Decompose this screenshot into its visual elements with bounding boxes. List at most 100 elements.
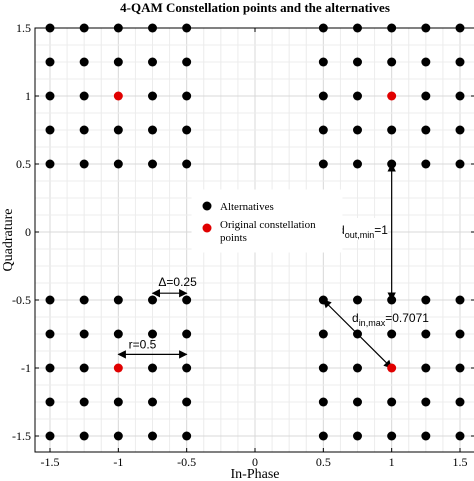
alternative-point — [353, 91, 362, 101]
data-points — [45, 23, 465, 441]
x-tick-label: -0.5 — [177, 455, 196, 469]
alternative-point — [387, 159, 397, 169]
d-out-min-label-bg — [334, 218, 388, 240]
original-constellation-point — [387, 91, 397, 101]
alternative-point — [353, 431, 362, 441]
alternative-point — [79, 23, 89, 33]
alternative-point — [387, 431, 397, 441]
alternative-point — [455, 295, 465, 305]
axis-ticks: -1.5 -1 -0.5 0 0.5 1 1.5 -1.5 -1 -0.5 0 0.5 1 1.5 — [12, 21, 474, 469]
alternative-point — [455, 91, 465, 101]
alternative-point — [113, 397, 123, 407]
alternative-point — [113, 125, 123, 135]
alternative-point — [455, 431, 465, 441]
alternative-point — [387, 23, 397, 33]
alternative-point — [421, 329, 431, 339]
alternative-point — [182, 91, 192, 101]
original-constellation-point — [113, 363, 123, 373]
alternative-point — [318, 23, 328, 33]
legend-marker-alternatives — [202, 201, 212, 211]
alternative-point — [45, 295, 55, 305]
alternative-point — [318, 431, 328, 441]
y-tick-label: 0.5 — [16, 157, 31, 171]
alternative-point — [182, 397, 192, 407]
alternative-point — [113, 295, 123, 305]
delta-label: Δ=0.25 — [158, 275, 197, 289]
alternative-point — [148, 125, 157, 135]
alternative-point — [455, 125, 465, 135]
alternative-point — [148, 295, 157, 305]
alternative-point — [353, 23, 362, 33]
alternative-point — [79, 159, 89, 169]
y-tick-label: -0.5 — [12, 293, 31, 307]
original-constellation-point — [113, 91, 123, 101]
alternative-point — [148, 23, 157, 33]
alternative-point — [318, 363, 328, 373]
alternative-point — [45, 329, 55, 339]
alternative-point — [455, 397, 465, 407]
alternative-point — [455, 159, 465, 169]
alternative-point — [455, 329, 465, 339]
alternative-point — [79, 295, 89, 305]
alternative-point — [421, 57, 431, 67]
alternative-point — [182, 23, 192, 33]
alternative-point — [45, 363, 55, 373]
alternative-point — [148, 159, 157, 169]
x-tick-label: 1.5 — [453, 455, 468, 469]
alternative-point — [421, 159, 431, 169]
legend-label-original: Original constellation points — [220, 219, 316, 244]
alternative-point — [182, 57, 192, 67]
alternative-point — [148, 431, 157, 441]
alternative-point — [113, 329, 123, 339]
alternative-point — [387, 125, 397, 135]
alternative-point — [79, 329, 89, 339]
y-tick-label: 1.5 — [16, 21, 31, 35]
alternative-point — [45, 91, 55, 101]
x-tick-label: 1 — [389, 455, 395, 469]
alternative-point — [113, 431, 123, 441]
alternative-point — [148, 57, 157, 67]
x-axis-label: In-Phase — [231, 467, 280, 481]
alternative-point — [318, 91, 328, 101]
alternative-point — [113, 57, 123, 67]
alternative-point — [387, 295, 397, 305]
alternative-point — [79, 57, 89, 67]
alternative-point — [45, 159, 55, 169]
alternative-point — [148, 91, 157, 101]
alternative-point — [455, 23, 465, 33]
alternative-point — [387, 397, 397, 407]
alternative-point — [387, 329, 397, 339]
chart-title: 4-QAM Constellation points and the alter… — [120, 0, 390, 15]
alternative-point — [318, 57, 328, 67]
alternative-point — [353, 329, 362, 339]
alternative-point — [387, 57, 397, 67]
alternative-point — [353, 397, 362, 407]
d-in-max-label: din,max=0.7071 — [352, 311, 429, 328]
alternative-point — [79, 91, 89, 101]
x-tick-label: 0.5 — [316, 455, 331, 469]
alternative-point — [113, 23, 123, 33]
alternative-point — [182, 159, 192, 169]
alternative-point — [421, 23, 431, 33]
alternative-point — [421, 125, 431, 135]
alternative-point — [455, 57, 465, 67]
alternative-point — [182, 125, 192, 135]
legend-marker-original — [202, 223, 212, 233]
alternative-point — [45, 23, 55, 33]
alternative-point — [421, 397, 431, 407]
alternative-point — [182, 431, 192, 441]
radius-label: r=0.5 — [129, 337, 157, 351]
x-tick-label: 0 — [252, 455, 258, 469]
x-tick-label: -1.5 — [41, 455, 60, 469]
alternative-point — [318, 397, 328, 407]
alternative-point — [318, 295, 328, 305]
original-constellation-point — [387, 363, 397, 373]
alternative-point — [148, 397, 157, 407]
alternative-point — [421, 363, 431, 373]
y-tick-label: -1.5 — [12, 429, 31, 443]
alternative-point — [182, 363, 192, 373]
alternative-point — [421, 295, 431, 305]
y-tick-label: 0 — [25, 225, 31, 239]
alternative-point — [318, 329, 328, 339]
